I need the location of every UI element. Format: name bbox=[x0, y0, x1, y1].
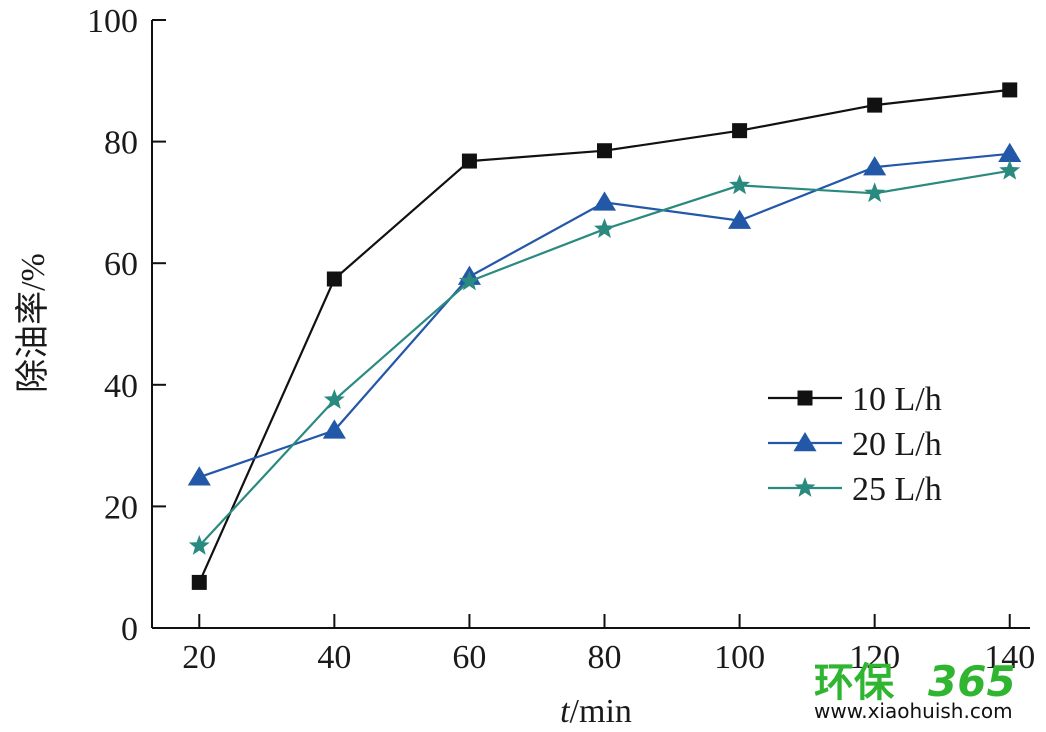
legend-label: 10 L/h bbox=[852, 381, 942, 418]
watermark-brand-cn: 环保 bbox=[814, 660, 895, 706]
x-tick-label: 40 bbox=[317, 639, 351, 676]
series-line bbox=[198, 88, 1010, 583]
data-point bbox=[729, 174, 751, 195]
data-point bbox=[191, 574, 207, 590]
x-tick-label: 100 bbox=[714, 639, 765, 676]
watermark: 环保 365 www.xiaohuish.com bbox=[814, 657, 1016, 723]
data-point bbox=[592, 191, 617, 211]
x-tick-label: 140 bbox=[984, 639, 1035, 676]
y-tick-label: 40 bbox=[104, 368, 138, 405]
x-tick-label: 20 bbox=[182, 639, 216, 676]
y-tick-label: 0 bbox=[121, 611, 138, 648]
series-3 bbox=[188, 159, 1021, 555]
data-point bbox=[867, 97, 883, 113]
legend-item: 20 L/h bbox=[768, 426, 942, 463]
series-1 bbox=[191, 82, 1018, 590]
data-point bbox=[864, 182, 886, 203]
data-point bbox=[461, 153, 477, 169]
data-point bbox=[597, 143, 613, 159]
legend-item: 25 L/h bbox=[768, 471, 942, 508]
data-point bbox=[594, 218, 615, 239]
legend-marker bbox=[794, 477, 816, 497]
data-point bbox=[458, 270, 480, 291]
watermark-url: www.xiaohuish.com bbox=[814, 699, 1013, 723]
x-axis-title: t/min bbox=[560, 693, 632, 730]
data-point bbox=[326, 271, 342, 287]
axes bbox=[151, 20, 1030, 629]
tick-marks: 0 20 40 60 80 100 20 40 60 80 100 120 140 bbox=[87, 3, 1035, 676]
y-axis-title: 除油率/% bbox=[14, 253, 52, 393]
data-point bbox=[732, 123, 748, 139]
legend: 10 L/h 20 L/h 25 L/h bbox=[768, 381, 942, 508]
y-tick-label: 60 bbox=[104, 246, 138, 283]
legend-label: 20 L/h bbox=[852, 426, 942, 463]
data-point bbox=[863, 156, 887, 176]
data-point bbox=[999, 159, 1021, 180]
x-axis-title-unit: /min bbox=[570, 693, 632, 730]
data-point bbox=[1002, 82, 1018, 98]
data-point bbox=[728, 209, 752, 229]
watermark-brand-number: 365 bbox=[928, 657, 1016, 706]
data-point bbox=[998, 142, 1022, 163]
y-tick-label: 100 bbox=[87, 3, 138, 40]
data-point bbox=[187, 466, 211, 486]
legend-label: 25 L/h bbox=[852, 471, 942, 508]
y-tick-label: 20 bbox=[104, 489, 138, 526]
legend-marker bbox=[797, 390, 813, 406]
legend-item: 10 L/h bbox=[768, 381, 942, 418]
data-point bbox=[323, 389, 345, 409]
x-tick-label: 60 bbox=[452, 639, 486, 676]
data-point bbox=[188, 534, 210, 555]
legend-marker bbox=[793, 432, 817, 452]
series-layer bbox=[187, 82, 1022, 590]
y-tick-label: 80 bbox=[104, 125, 138, 162]
x-tick-label: 80 bbox=[588, 639, 622, 676]
x-tick-label: 120 bbox=[849, 639, 900, 676]
x-axis-title-italic: t bbox=[560, 693, 571, 730]
data-point bbox=[322, 419, 346, 439]
